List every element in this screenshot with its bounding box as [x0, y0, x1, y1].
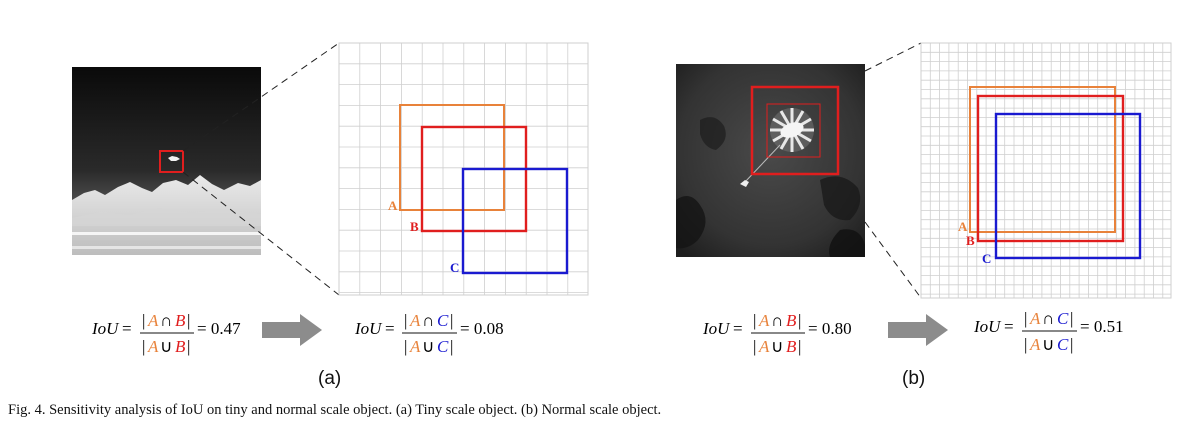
box-c-panel-b — [994, 112, 1142, 260]
panel-label-a: (a) — [318, 368, 342, 389]
label-a-panel-a: A — [388, 198, 398, 213]
iou-formula-ab-panel-a: IoU = | A ∩ B | | A ∪ B | = 0.47 — [91, 311, 241, 356]
svg-text:|: | — [187, 311, 190, 330]
svg-text:IoU: IoU — [702, 319, 731, 338]
iou-formula-ac-panel-b: IoU = | A ∩ C | | A ∪ C | = 0.51 — [973, 309, 1124, 354]
svg-text:C: C — [437, 337, 449, 356]
target-box-inner-b — [766, 103, 821, 158]
label-b-panel-a: B — [410, 219, 419, 234]
svg-text:∩: ∩ — [771, 311, 783, 330]
svg-text:∪: ∪ — [422, 337, 434, 356]
svg-text:=: = — [733, 319, 743, 338]
svg-text:|: | — [753, 311, 756, 330]
grid-frame — [920, 42, 1172, 299]
svg-text:|: | — [798, 311, 801, 330]
svg-text:A: A — [1029, 335, 1041, 354]
iou-formula-ab-panel-b: IoU = | A ∩ B | | A ∪ B | = 0.80 — [702, 311, 852, 356]
svg-text:|: | — [404, 337, 407, 356]
svg-text:IoU: IoU — [354, 319, 383, 338]
svg-text:B: B — [175, 311, 186, 330]
svg-text:|: | — [142, 311, 145, 330]
svg-text:= 0.47: = 0.47 — [197, 319, 241, 338]
svg-text:|: | — [450, 337, 453, 356]
label-c-panel-b: C — [982, 251, 991, 266]
svg-text:|: | — [404, 311, 407, 330]
svg-text:=: = — [1004, 317, 1014, 336]
svg-text:A: A — [758, 311, 770, 330]
box-b-panel-b — [976, 94, 1125, 243]
zoom-line-bottom-a — [182, 171, 340, 296]
svg-text:=: = — [122, 319, 132, 338]
panel-label-b: (b) — [902, 368, 926, 389]
svg-text:∪: ∪ — [160, 337, 172, 356]
svg-text:B: B — [786, 311, 797, 330]
svg-text:∪: ∪ — [1042, 335, 1054, 354]
svg-text:|: | — [450, 311, 453, 330]
svg-text:= 0.51: = 0.51 — [1080, 317, 1124, 336]
box-a-panel-a — [399, 104, 505, 211]
box-c-panel-a — [461, 167, 569, 275]
svg-text:|: | — [1024, 309, 1027, 328]
svg-text:C: C — [1057, 335, 1069, 354]
figure-caption: Fig. 4. Sensitivity analysis of IoU on t… — [8, 402, 662, 418]
iou-formula-ac-panel-a: IoU = | A ∩ C | | A ∪ C | = 0.08 — [354, 311, 504, 356]
svg-text:A: A — [409, 311, 421, 330]
svg-text:|: | — [1024, 335, 1027, 354]
svg-text:A: A — [147, 311, 159, 330]
svg-text:IoU: IoU — [973, 317, 1002, 336]
svg-text:∪: ∪ — [771, 337, 783, 356]
target-box-a — [159, 150, 184, 173]
svg-text:∩: ∩ — [160, 311, 172, 330]
box-a-panel-b — [969, 86, 1116, 233]
label-a-panel-b: A — [958, 219, 968, 234]
arrow-panel-b — [888, 314, 948, 346]
zoom-line-bottom-b — [864, 221, 922, 299]
zoom-line-top-a — [182, 42, 340, 152]
svg-text:A: A — [1029, 309, 1041, 328]
svg-text:|: | — [1070, 335, 1073, 354]
svg-text:=: = — [385, 319, 395, 338]
svg-text:|: | — [187, 337, 190, 356]
infrared-image-a — [72, 67, 261, 255]
svg-text:|: | — [753, 337, 756, 356]
svg-text:|: | — [1070, 309, 1073, 328]
box-b-panel-a — [420, 125, 528, 233]
svg-text:∩: ∩ — [422, 311, 434, 330]
target-box-b — [750, 85, 840, 176]
infrared-image-b — [676, 64, 865, 257]
svg-text:C: C — [1057, 309, 1069, 328]
svg-text:C: C — [437, 311, 449, 330]
svg-text:IoU: IoU — [91, 319, 120, 338]
svg-text:A: A — [758, 337, 770, 356]
svg-text:∩: ∩ — [1042, 309, 1054, 328]
panel-b: A B C IoU = | A ∩ B | | A ∪ B | = 0.80 I… — [676, 42, 1172, 356]
svg-text:A: A — [409, 337, 421, 356]
svg-text:B: B — [175, 337, 186, 356]
svg-text:= 0.08: = 0.08 — [460, 319, 504, 338]
panel-a: A B C IoU = | A ∩ B | | A ∪ B | = 0.47 I… — [72, 42, 589, 356]
svg-text:B: B — [786, 337, 797, 356]
label-b-panel-b: B — [966, 233, 975, 248]
zoom-line-top-b — [864, 42, 922, 72]
svg-text:A: A — [147, 337, 159, 356]
svg-text:|: | — [798, 337, 801, 356]
label-c-panel-a: C — [450, 260, 459, 275]
arrow-panel-a — [262, 314, 322, 346]
zoom-grid-b — [920, 42, 1172, 299]
svg-text:= 0.80: = 0.80 — [808, 319, 852, 338]
svg-text:|: | — [142, 337, 145, 356]
